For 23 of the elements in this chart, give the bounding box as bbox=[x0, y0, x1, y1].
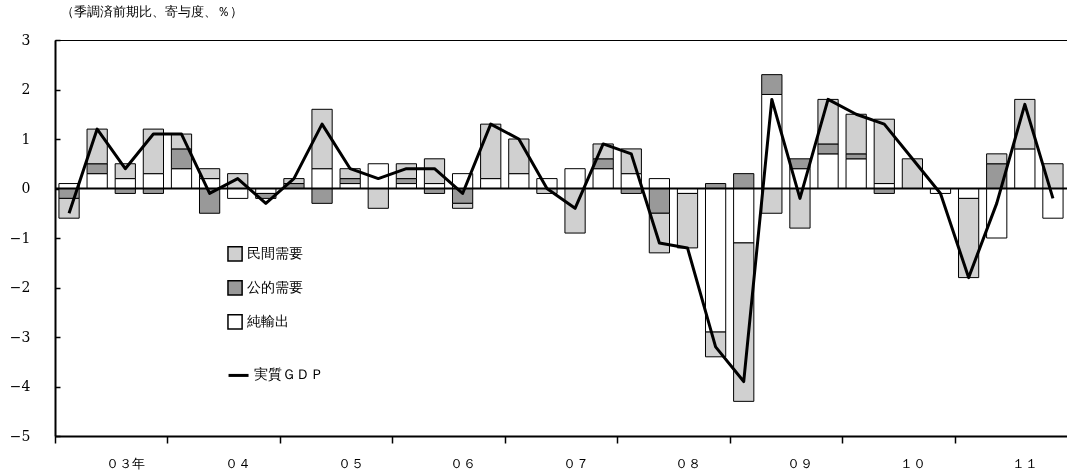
x-tick-label: ０８ bbox=[675, 455, 701, 471]
x-tick-label: ０９ bbox=[787, 455, 814, 471]
x-tick-label: ０５ bbox=[337, 455, 364, 471]
legend-label: 実質ＧＤＰ bbox=[254, 366, 325, 383]
x-tick-label: ０３年 bbox=[106, 455, 146, 471]
y-tick-label: −3 bbox=[9, 328, 31, 345]
y-axis-title: （季調済前期比、寄与度、％） bbox=[60, 3, 243, 19]
x-tick-label: ０７ bbox=[562, 455, 589, 471]
y-tick-label: 1 bbox=[21, 130, 31, 147]
y-tick-label: 3 bbox=[21, 31, 31, 48]
x-tick-label: １１ bbox=[1012, 455, 1039, 471]
legend-label: 民間需要 bbox=[247, 244, 304, 261]
y-tick-label: 0 bbox=[21, 180, 31, 196]
y-tick-label: −2 bbox=[9, 279, 31, 295]
y-tick-label: −1 bbox=[9, 229, 31, 246]
legend-label: 純輸出 bbox=[247, 312, 290, 329]
y-tick-label: −4 bbox=[9, 378, 31, 394]
x-tick-label: ０６ bbox=[450, 455, 477, 471]
y-tick-label: −5 bbox=[9, 427, 31, 444]
x-tick-label: ０４ bbox=[225, 455, 252, 471]
legend-label: 公的需要 bbox=[247, 278, 304, 295]
y-tick-label: 2 bbox=[21, 81, 31, 97]
x-tick-label: １０ bbox=[899, 455, 926, 471]
